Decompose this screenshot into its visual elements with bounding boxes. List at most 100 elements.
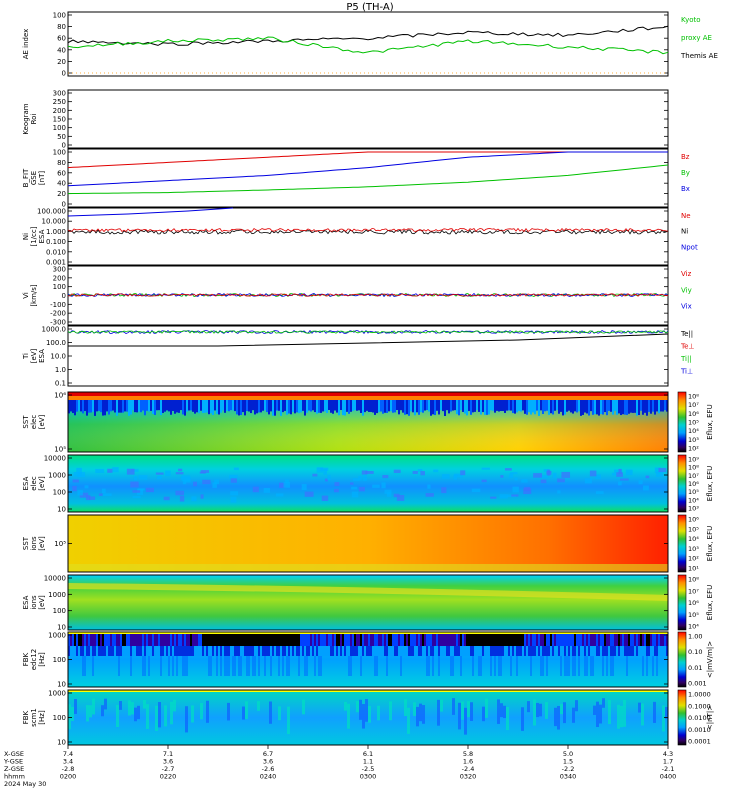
- y-axis-label: [Hz]: [38, 710, 46, 725]
- colorbar-tick: 10¹: [688, 565, 699, 573]
- y-tick-label: 20: [57, 58, 66, 66]
- legend-entry: Ne: [681, 212, 691, 220]
- colorbar-tick: 1.00: [688, 633, 702, 641]
- footer-value: 5.8: [463, 750, 473, 758]
- colorbar-tick: 10²: [688, 445, 699, 453]
- legend-entry: Viz: [681, 270, 692, 278]
- legend-entry: Ti||: [680, 355, 692, 363]
- legend-entry: By: [681, 169, 690, 177]
- series-kyoto-proxy-ae: [67, 36, 669, 55]
- y-axis-label: ions: [30, 536, 38, 551]
- y-tick-label: 300: [53, 266, 66, 274]
- y-tick-label: 150: [53, 116, 66, 124]
- y-tick-label: 10.0: [50, 353, 66, 361]
- y-tick-label: 10: [57, 624, 66, 632]
- panel-esa-e: 10000 1000 100 10 ESA elec [eV] 10⁹10⁸10⁷10⁶10⁵…: [22, 454, 714, 514]
- colorbar-tick: 10⁵: [688, 611, 699, 619]
- legend-entry: Viy: [681, 286, 692, 294]
- footer-value: 6.1: [363, 750, 373, 758]
- colorbar-tick: 0.1000: [688, 702, 711, 710]
- footer-value: 3.6: [263, 758, 273, 766]
- y-axis-label: [eV]: [38, 536, 46, 551]
- series-ne: [67, 227, 669, 233]
- footer-value: 1.1: [363, 758, 373, 766]
- colorbar: [677, 391, 687, 453]
- y-axis-label: SST: [22, 536, 30, 550]
- colorbar-tick: 10⁵: [688, 525, 699, 533]
- legend-entry: proxy AE: [681, 34, 712, 42]
- panel-ae: 100 80 60 40 20 0 AE index Kyoto proxy AE Themis …: [22, 11, 718, 78]
- y-tick-label: 0.1: [55, 380, 66, 388]
- y-tick-label: 200: [53, 274, 66, 282]
- colorbar-tick: 10⁶: [688, 480, 699, 488]
- footer-row-label: X-GSE: [4, 750, 24, 758]
- y-tick-label: 10000: [44, 455, 66, 463]
- y-tick-label: 1000: [48, 591, 66, 599]
- y-axis-label: [km/s]: [30, 284, 38, 307]
- footer-value: 7.1: [163, 750, 173, 758]
- y-tick-label: 100: [53, 124, 66, 132]
- colorbar-tick: 10⁴: [688, 427, 699, 435]
- y-axis-label: Roi: [30, 114, 38, 125]
- y-tick-label: 100: [53, 149, 66, 157]
- y-tick-label: 100: [53, 714, 66, 722]
- footer-value: -2.8: [62, 765, 75, 773]
- footer-value: 1.7: [663, 758, 673, 766]
- colorbar: [677, 454, 687, 513]
- panel-fbk-b: 1000 100 10 FBK scm1 [Hz] 1.0000 0.1000 0.0100 0.…: [22, 689, 714, 747]
- footer-value: 6.7: [263, 750, 273, 758]
- y-axis-label: ESA: [22, 476, 30, 490]
- y-axis-label: [eV]: [38, 476, 46, 491]
- panel-bfit: 100 80 60 40 20 0 B_FIT GSE [nT] Bz By Bx: [22, 148, 690, 209]
- colorbar-label: Eflux, EFU: [706, 404, 714, 439]
- y-tick-label: 200: [53, 107, 66, 115]
- footer-value: 4.3: [663, 750, 673, 758]
- colorbar: [677, 689, 687, 746]
- colorbar-label: Eflux, EFU: [706, 466, 714, 501]
- y-tick-label: 60: [57, 169, 66, 177]
- colorbar-tick: 10⁷: [688, 587, 699, 595]
- footer-value: 0240: [260, 773, 277, 781]
- y-axis-label: [1/cc]: [30, 226, 38, 246]
- footer-value: -2.6: [262, 765, 275, 773]
- y-axis-label: [eV]: [30, 348, 38, 363]
- y-tick-label: 80: [57, 159, 66, 167]
- y-tick-label: 300: [53, 90, 66, 98]
- y-tick-label: 1.000: [46, 228, 66, 236]
- y-axis-label: ions: [30, 595, 38, 610]
- y-tick-label: 40: [57, 180, 66, 188]
- colorbar-tick: 10⁹: [688, 456, 699, 464]
- y-tick-label: 1.0: [55, 366, 66, 374]
- colorbar-tick: 0.10: [688, 648, 702, 656]
- footer-value: 7.4: [63, 750, 73, 758]
- footer-value: -2.5: [362, 765, 375, 773]
- colorbar-tick: 10⁶: [688, 599, 699, 607]
- colorbar-tick: 10⁸: [688, 464, 699, 472]
- colorbar-tick: 10³: [688, 545, 699, 553]
- y-tick-label: 100: [53, 12, 66, 20]
- y-tick-label: 1000.0: [42, 326, 67, 334]
- colorbar-tick: 0.01: [688, 664, 702, 672]
- y-tick-label: 0.100: [46, 238, 66, 246]
- colorbar-label: <|mV/m|>: [706, 641, 714, 678]
- y-tick-label: 0: [62, 292, 66, 300]
- y-axis-label: scm1: [30, 708, 38, 727]
- colorbar-tick: 0.001: [688, 680, 707, 688]
- footer-value: -2.1: [662, 765, 675, 773]
- y-tick-label: 0.010: [46, 248, 66, 256]
- legend-entry: Npot: [681, 243, 698, 251]
- footer-value: 5.0: [563, 750, 573, 758]
- colorbar-tick: 10³: [688, 436, 699, 444]
- panel-ti: 1000.0 100.0 10.0 1.0 0.1 Ti [eV] ESA Te|| Te⊥ Ti|…: [22, 325, 695, 388]
- y-tick-label: 100.000: [37, 208, 66, 216]
- colorbar: [677, 514, 687, 573]
- footer-row-label: 2024 May 30: [4, 780, 46, 788]
- colorbar: [677, 631, 687, 688]
- footer-row-label: hhmm: [4, 773, 25, 781]
- colorbar-label: Eflux, EFU: [706, 526, 714, 561]
